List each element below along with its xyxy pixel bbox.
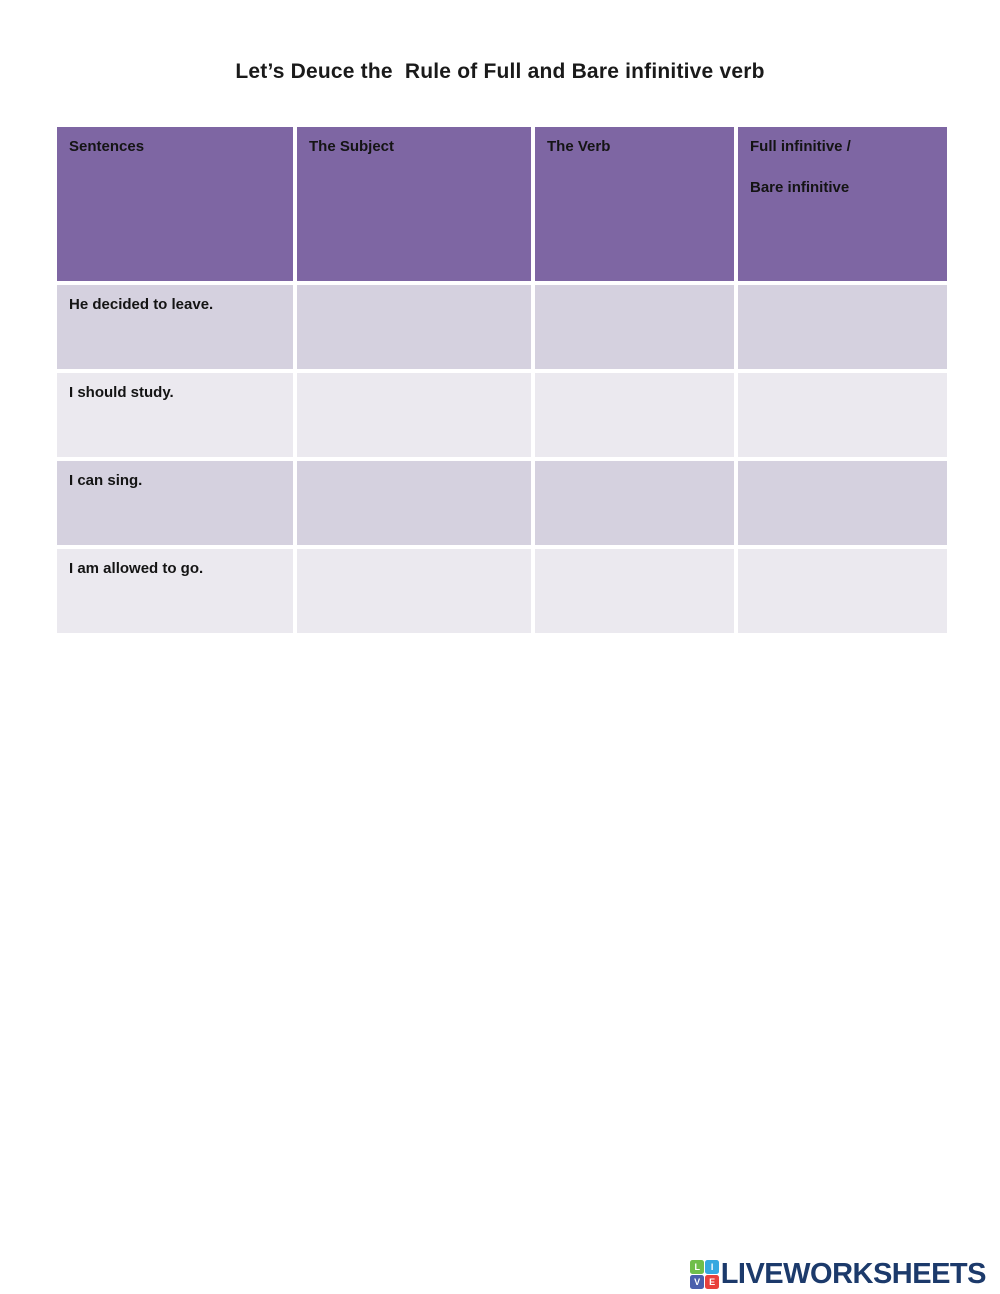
column-header-verb: The Verb bbox=[535, 127, 734, 281]
answer-cell-verb[interactable] bbox=[535, 461, 734, 545]
liveworksheets-logo[interactable]: L I V E LIVEWORKSHEETS bbox=[690, 1258, 987, 1290]
answer-cell-subject[interactable] bbox=[297, 549, 531, 633]
sentence-cell: I can sing. bbox=[57, 461, 293, 545]
answer-cell-infinitive[interactable] bbox=[738, 549, 947, 633]
column-header-label-line1: Full infinitive / bbox=[750, 138, 851, 155]
sentence-text: He decided to leave. bbox=[69, 296, 214, 313]
sentence-cell: I should study. bbox=[57, 373, 293, 457]
logo-square-e: E bbox=[705, 1275, 720, 1289]
liveworksheets-wordmark: LIVEWORKSHEETS bbox=[720, 1258, 987, 1290]
sentence-text: I am allowed to go. bbox=[69, 560, 204, 577]
column-header-label: The Subject bbox=[309, 138, 395, 155]
grammar-table: Sentences The Subject The Verb Full infi… bbox=[57, 127, 947, 633]
sentence-cell: I am allowed to go. bbox=[57, 549, 293, 633]
page-title: Let’s Deuce the Rule of Full and Bare in… bbox=[235, 60, 765, 83]
sentence-text: I should study. bbox=[69, 384, 174, 401]
column-header-label: Sentences bbox=[69, 138, 145, 155]
answer-cell-subject[interactable] bbox=[297, 285, 531, 369]
column-header-sentences: Sentences bbox=[57, 127, 293, 281]
column-header-subject: The Subject bbox=[297, 127, 531, 281]
answer-cell-verb[interactable] bbox=[535, 549, 734, 633]
answer-cell-subject[interactable] bbox=[297, 373, 531, 457]
answer-cell-infinitive[interactable] bbox=[738, 285, 947, 369]
logo-square-v: V bbox=[690, 1275, 705, 1289]
answer-cell-infinitive[interactable] bbox=[738, 461, 947, 545]
column-header-label-line2: Bare infinitive bbox=[750, 178, 850, 196]
liveworksheets-logo-icon: L I V E bbox=[690, 1259, 720, 1290]
logo-square-i: I bbox=[705, 1260, 720, 1274]
sentence-text: I can sing. bbox=[69, 472, 143, 489]
answer-cell-verb[interactable] bbox=[535, 285, 734, 369]
column-header-label: The Verb bbox=[547, 138, 611, 155]
logo-square-l: L bbox=[690, 1260, 705, 1274]
answer-cell-verb[interactable] bbox=[535, 373, 734, 457]
answer-cell-subject[interactable] bbox=[297, 461, 531, 545]
answer-cell-infinitive[interactable] bbox=[738, 373, 947, 457]
sentence-cell: He decided to leave. bbox=[57, 285, 293, 369]
column-header-infinitive: Full infinitive / Bare infinitive bbox=[738, 127, 947, 281]
